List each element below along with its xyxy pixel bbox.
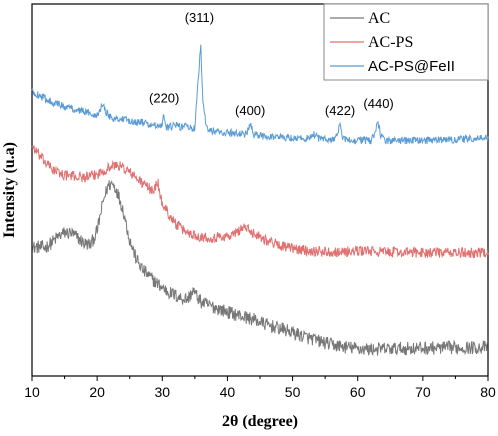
legend-label-ac-ps-feii: AC-PS@FeII <box>368 58 455 75</box>
x-tick-label: 40 <box>220 384 236 400</box>
y-axis-title: Intensity (u.a) <box>1 142 18 238</box>
x-tick-label: 10 <box>24 384 40 400</box>
x-tick-label: 70 <box>415 384 431 400</box>
peak-label: (422) <box>325 103 355 118</box>
peak-label: (440) <box>363 96 393 111</box>
peak-annotations: (220) (311) (400) (422) (440) <box>149 10 394 118</box>
plot-lines <box>31 44 489 356</box>
legend-label-ac: AC <box>368 10 390 27</box>
series-line-ac <box>31 180 489 356</box>
x-tick-label: 60 <box>350 384 366 400</box>
peak-label: (311) <box>185 10 214 25</box>
x-tick-label: 50 <box>285 384 301 400</box>
legend-label-ac-ps: AC-PS <box>368 34 413 51</box>
x-tick-label: 30 <box>154 384 170 400</box>
x-axis: 10 20 30 40 50 60 70 80 <box>24 376 496 400</box>
series-line-ac-ps-feii <box>31 44 489 145</box>
series-line-ac-ps <box>31 145 489 259</box>
x-axis-title: 2θ (degree) <box>222 413 298 430</box>
peak-label: (400) <box>235 103 265 118</box>
legend: AC AC-PS AC-PS@FeII <box>323 3 489 81</box>
x-tick-label: 80 <box>480 384 496 400</box>
x-tick-label: 20 <box>89 384 105 400</box>
peak-label: (220) <box>149 91 179 106</box>
